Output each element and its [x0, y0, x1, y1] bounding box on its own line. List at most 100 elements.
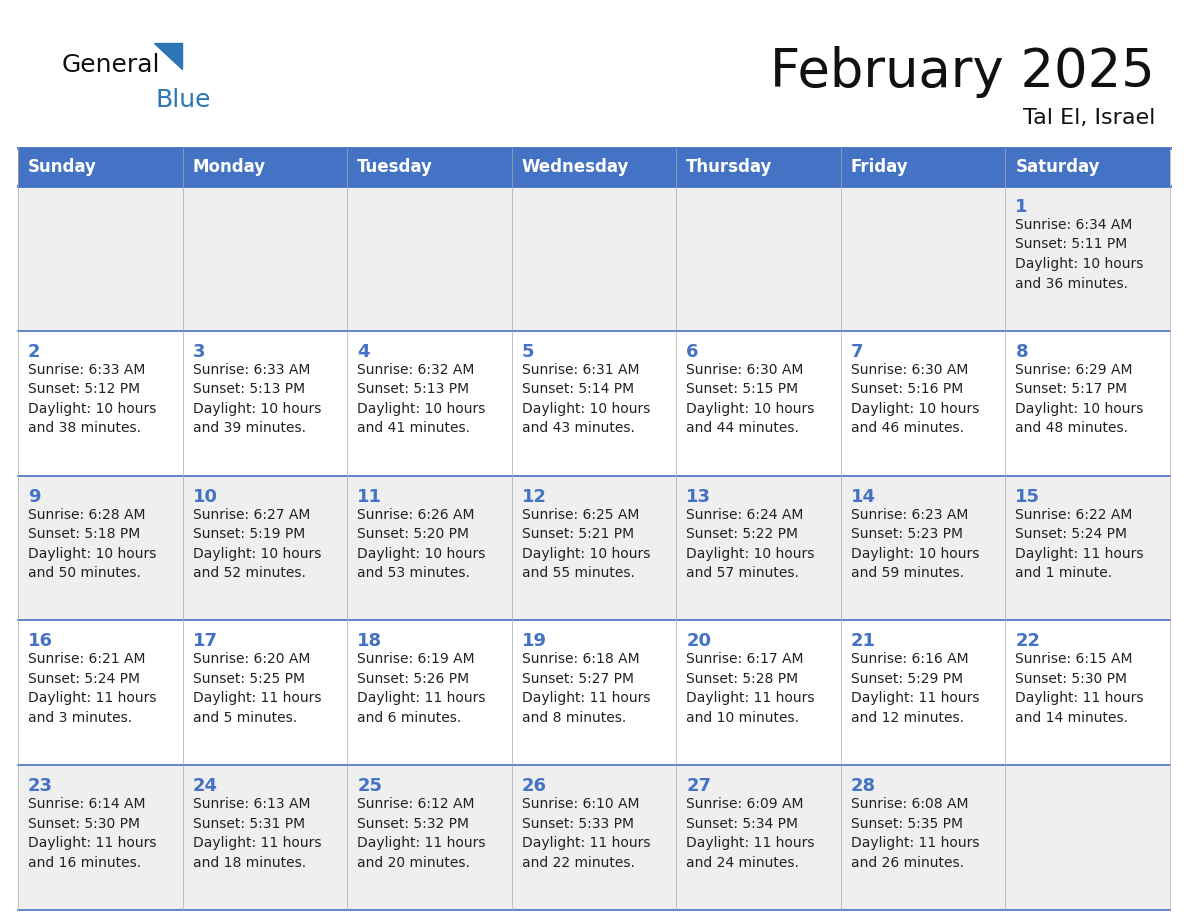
Text: 23: 23: [29, 778, 53, 795]
Text: Daylight: 10 hours: Daylight: 10 hours: [29, 546, 157, 561]
Text: Sunrise: 6:15 AM: Sunrise: 6:15 AM: [1016, 653, 1133, 666]
Bar: [347, 148, 512, 186]
Bar: [347, 766, 512, 910]
Bar: [347, 476, 512, 621]
Bar: [841, 186, 1005, 330]
Text: Daylight: 10 hours: Daylight: 10 hours: [522, 546, 650, 561]
Text: 19: 19: [522, 633, 546, 650]
Text: and 20 minutes.: and 20 minutes.: [358, 856, 470, 869]
Text: 21: 21: [851, 633, 876, 650]
Text: Daylight: 10 hours: Daylight: 10 hours: [358, 402, 486, 416]
Text: Sunrise: 6:13 AM: Sunrise: 6:13 AM: [192, 797, 310, 812]
Bar: [18, 330, 183, 476]
Bar: [18, 148, 183, 186]
Bar: [347, 621, 512, 766]
Text: Daylight: 10 hours: Daylight: 10 hours: [851, 402, 979, 416]
Bar: [183, 148, 347, 186]
Text: and 24 minutes.: and 24 minutes.: [687, 856, 800, 869]
Text: Sunset: 5:17 PM: Sunset: 5:17 PM: [1016, 382, 1127, 397]
Text: and 8 minutes.: and 8 minutes.: [522, 711, 626, 725]
Text: Sunrise: 6:34 AM: Sunrise: 6:34 AM: [1016, 218, 1133, 232]
Bar: [512, 766, 676, 910]
Text: 24: 24: [192, 778, 217, 795]
Bar: [18, 186, 183, 330]
Bar: [841, 621, 1005, 766]
Text: Monday: Monday: [192, 158, 266, 176]
Text: and 52 minutes.: and 52 minutes.: [192, 566, 305, 580]
Bar: [347, 330, 512, 476]
Bar: [512, 330, 676, 476]
Text: Daylight: 11 hours: Daylight: 11 hours: [192, 836, 321, 850]
Bar: [18, 621, 183, 766]
Text: 12: 12: [522, 487, 546, 506]
Polygon shape: [154, 43, 182, 69]
Bar: [1005, 186, 1170, 330]
Text: Sunset: 5:22 PM: Sunset: 5:22 PM: [687, 527, 798, 541]
Text: Daylight: 11 hours: Daylight: 11 hours: [687, 691, 815, 705]
Text: Sunrise: 6:23 AM: Sunrise: 6:23 AM: [851, 508, 968, 521]
Text: and 5 minutes.: and 5 minutes.: [192, 711, 297, 725]
Text: 16: 16: [29, 633, 53, 650]
Text: Sunset: 5:26 PM: Sunset: 5:26 PM: [358, 672, 469, 686]
Bar: [512, 476, 676, 621]
Bar: [1005, 330, 1170, 476]
Text: 22: 22: [1016, 633, 1041, 650]
Text: Sunset: 5:28 PM: Sunset: 5:28 PM: [687, 672, 798, 686]
Text: and 1 minute.: and 1 minute.: [1016, 566, 1112, 580]
Text: 3: 3: [192, 342, 206, 361]
Text: Sunset: 5:12 PM: Sunset: 5:12 PM: [29, 382, 140, 397]
Text: Saturday: Saturday: [1016, 158, 1100, 176]
Text: Daylight: 11 hours: Daylight: 11 hours: [522, 691, 650, 705]
Text: Sunset: 5:19 PM: Sunset: 5:19 PM: [192, 527, 305, 541]
Text: Sunset: 5:27 PM: Sunset: 5:27 PM: [522, 672, 633, 686]
Bar: [1005, 621, 1170, 766]
Text: and 59 minutes.: and 59 minutes.: [851, 566, 963, 580]
Text: Daylight: 10 hours: Daylight: 10 hours: [358, 546, 486, 561]
Text: Daylight: 10 hours: Daylight: 10 hours: [1016, 257, 1144, 271]
Text: Sunrise: 6:25 AM: Sunrise: 6:25 AM: [522, 508, 639, 521]
Text: Sunrise: 6:33 AM: Sunrise: 6:33 AM: [29, 363, 145, 376]
Text: and 26 minutes.: and 26 minutes.: [851, 856, 963, 869]
Text: Daylight: 11 hours: Daylight: 11 hours: [522, 836, 650, 850]
Text: Daylight: 10 hours: Daylight: 10 hours: [687, 402, 815, 416]
Bar: [676, 148, 841, 186]
Bar: [841, 330, 1005, 476]
Text: Sunrise: 6:09 AM: Sunrise: 6:09 AM: [687, 797, 804, 812]
Text: Daylight: 10 hours: Daylight: 10 hours: [522, 402, 650, 416]
Text: 6: 6: [687, 342, 699, 361]
Text: Sunrise: 6:33 AM: Sunrise: 6:33 AM: [192, 363, 310, 376]
Text: Wednesday: Wednesday: [522, 158, 630, 176]
Text: Sunrise: 6:31 AM: Sunrise: 6:31 AM: [522, 363, 639, 376]
Bar: [347, 186, 512, 330]
Text: Sunset: 5:31 PM: Sunset: 5:31 PM: [192, 817, 304, 831]
Text: and 46 minutes.: and 46 minutes.: [851, 421, 963, 435]
Text: Sunrise: 6:30 AM: Sunrise: 6:30 AM: [851, 363, 968, 376]
Text: 28: 28: [851, 778, 876, 795]
Text: Sunrise: 6:28 AM: Sunrise: 6:28 AM: [29, 508, 145, 521]
Text: Sunset: 5:11 PM: Sunset: 5:11 PM: [1016, 238, 1127, 252]
Text: Sunday: Sunday: [29, 158, 97, 176]
Text: and 43 minutes.: and 43 minutes.: [522, 421, 634, 435]
Text: 18: 18: [358, 633, 383, 650]
Bar: [512, 148, 676, 186]
Bar: [183, 330, 347, 476]
Text: Sunrise: 6:12 AM: Sunrise: 6:12 AM: [358, 797, 475, 812]
Text: Sunrise: 6:32 AM: Sunrise: 6:32 AM: [358, 363, 474, 376]
Text: and 22 minutes.: and 22 minutes.: [522, 856, 634, 869]
Text: Daylight: 11 hours: Daylight: 11 hours: [29, 691, 157, 705]
Text: and 53 minutes.: and 53 minutes.: [358, 566, 470, 580]
Text: and 6 minutes.: and 6 minutes.: [358, 711, 461, 725]
Text: and 38 minutes.: and 38 minutes.: [29, 421, 141, 435]
Text: Blue: Blue: [156, 88, 211, 112]
Text: Daylight: 10 hours: Daylight: 10 hours: [851, 546, 979, 561]
Text: 8: 8: [1016, 342, 1028, 361]
Text: Daylight: 10 hours: Daylight: 10 hours: [192, 546, 321, 561]
Text: 26: 26: [522, 778, 546, 795]
Text: Sunrise: 6:08 AM: Sunrise: 6:08 AM: [851, 797, 968, 812]
Text: and 3 minutes.: and 3 minutes.: [29, 711, 132, 725]
Text: Sunset: 5:30 PM: Sunset: 5:30 PM: [1016, 672, 1127, 686]
Bar: [1005, 766, 1170, 910]
Bar: [676, 186, 841, 330]
Text: 14: 14: [851, 487, 876, 506]
Text: Daylight: 11 hours: Daylight: 11 hours: [29, 836, 157, 850]
